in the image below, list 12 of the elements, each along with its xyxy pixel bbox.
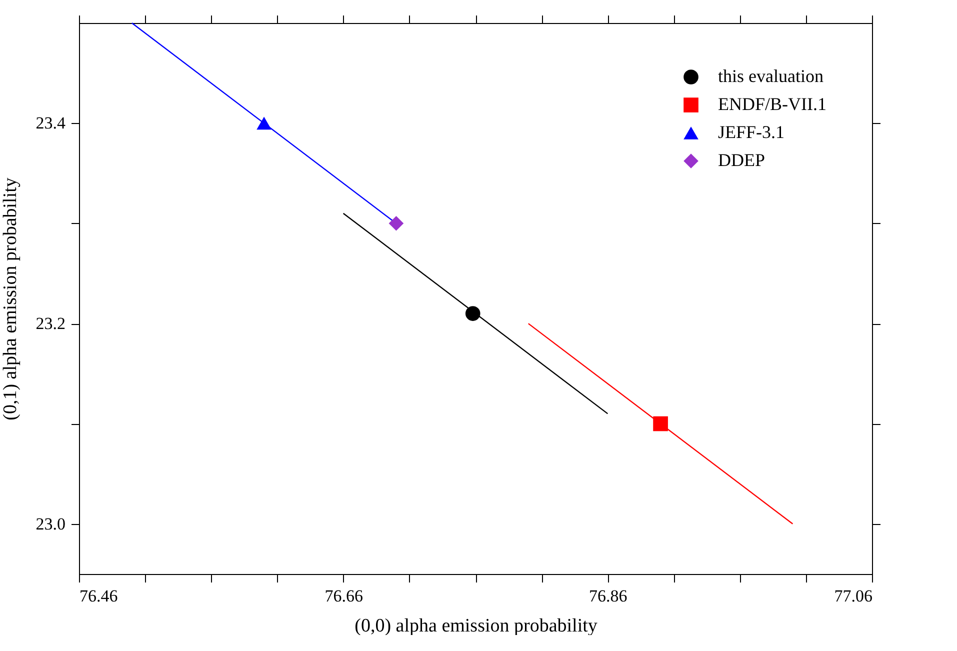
x-tick-label: 77.06	[834, 586, 872, 606]
y-tick-label: 23.2	[36, 314, 66, 334]
legend-label: DDEP	[718, 150, 766, 170]
legend-label: ENDF/B-VII.1	[718, 94, 826, 114]
legend-label: this evaluation	[718, 66, 824, 86]
y-tick-label: 23.4	[36, 114, 66, 133]
legend-label: JEFF-3.1	[718, 122, 785, 142]
x-tick-label: 76.66	[324, 586, 363, 606]
x-tick-label: 76.86	[589, 586, 628, 606]
y-tick-label: 23.0	[36, 514, 66, 534]
x-tick-label: 76.46	[80, 586, 118, 606]
y-axis-title: (0,1) alpha emission probability	[0, 177, 21, 420]
